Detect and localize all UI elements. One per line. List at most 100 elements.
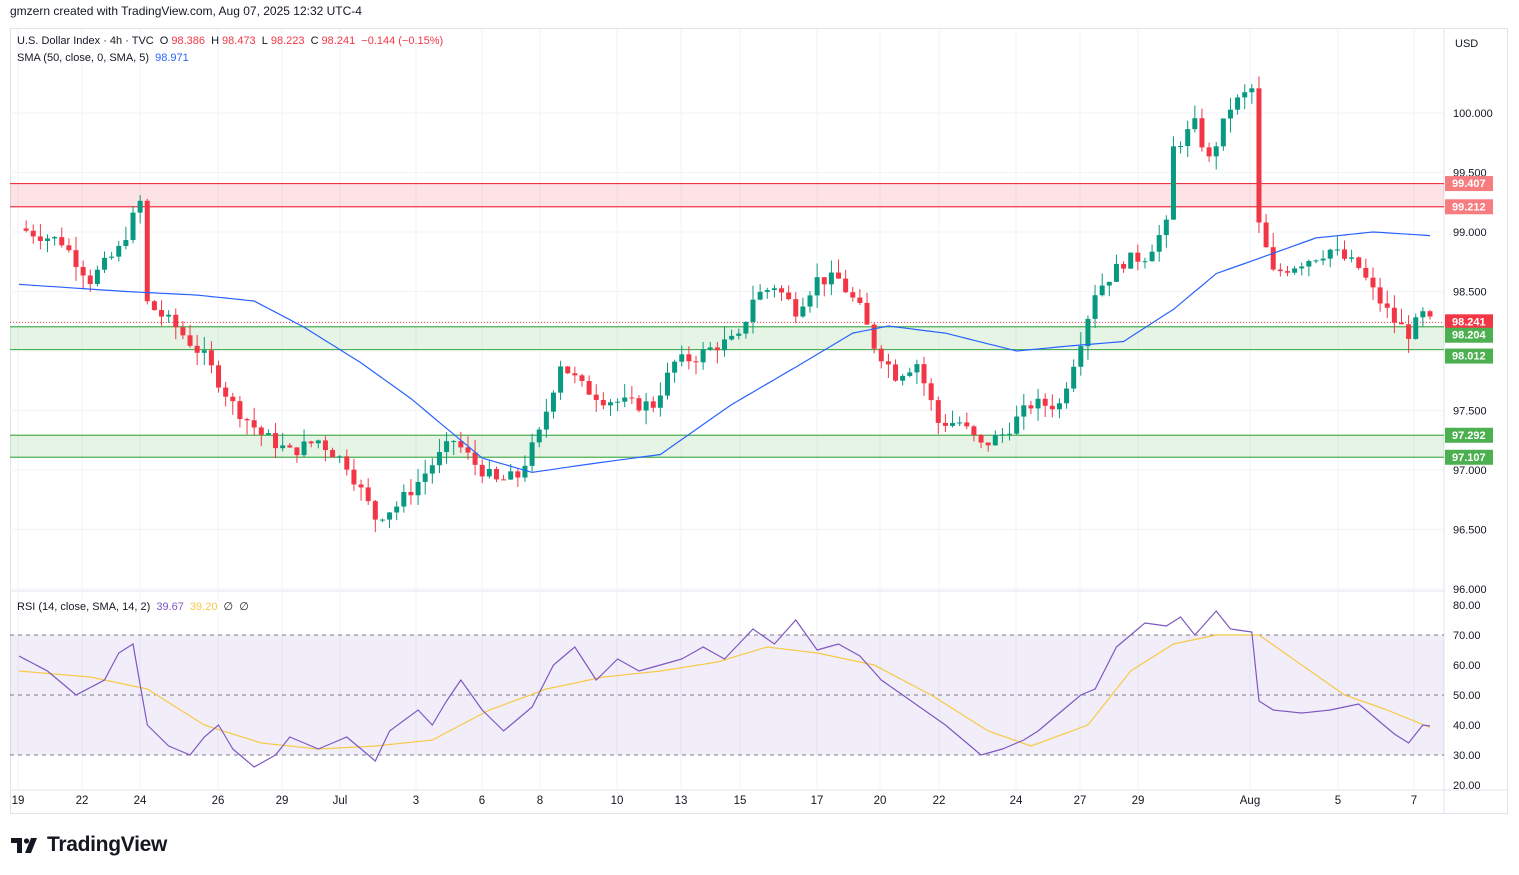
candle-body — [23, 228, 29, 231]
price-label-box — [1445, 176, 1493, 192]
candle-body — [1341, 249, 1347, 259]
candle-body — [871, 324, 877, 349]
candle-body — [700, 349, 706, 363]
candle-body — [486, 468, 492, 477]
price-tick-label: 98.500 — [1453, 287, 1487, 299]
candle-body — [964, 422, 970, 427]
candle-body — [1106, 281, 1112, 286]
candle-body — [750, 299, 756, 322]
change-value: −0.144 (−0.15%) — [361, 35, 444, 47]
rsi-ma-line — [18, 634, 1431, 750]
candle-body — [764, 290, 770, 292]
candle-body — [358, 484, 364, 488]
candle-body — [864, 302, 870, 325]
candle-body — [664, 372, 670, 396]
candle-body — [1156, 235, 1162, 252]
candle-body — [650, 401, 656, 408]
time-tick-label: 15 — [734, 795, 747, 807]
candle-body — [394, 506, 400, 513]
rsi-extra-1: ∅ — [223, 601, 234, 613]
candle-body — [1377, 287, 1383, 304]
candle-body — [729, 335, 735, 340]
candle-body — [1320, 258, 1326, 261]
candle-body — [387, 512, 393, 520]
candle-body — [686, 354, 692, 362]
chart-frame[interactable] — [10, 28, 1508, 814]
candle-body — [458, 441, 464, 448]
currency-selector[interactable]: USD — [1455, 38, 1479, 50]
rsi-tick-label: 30.00 — [1453, 750, 1481, 762]
candle-body — [978, 435, 984, 443]
candle-body — [144, 200, 150, 302]
candle-body — [173, 314, 179, 328]
candle-body — [857, 297, 863, 303]
candle-body — [1071, 366, 1077, 389]
candle-body — [1092, 295, 1098, 319]
candle-body — [436, 452, 442, 466]
candle-body — [1398, 322, 1404, 325]
candle-body — [109, 256, 115, 258]
candle-body — [586, 380, 592, 395]
candle-body — [1370, 277, 1376, 288]
candle-body — [451, 441, 457, 443]
candle-body — [807, 295, 813, 307]
candle-body — [151, 301, 157, 311]
candle-body — [123, 239, 129, 246]
time-tick-label: 6 — [479, 795, 485, 807]
candle-body — [1064, 388, 1070, 404]
candle-body — [1327, 249, 1333, 259]
rsi-tick-label: 70.00 — [1453, 630, 1481, 642]
candle-body — [244, 419, 250, 421]
candle-body — [643, 401, 649, 411]
time-tick-label: 10 — [611, 795, 624, 807]
candle-body — [1206, 147, 1212, 157]
candle-body — [950, 422, 956, 426]
price-label-text: 98.241 — [1452, 316, 1486, 328]
candle-body — [522, 465, 528, 478]
candle-body — [1178, 146, 1184, 148]
candle-body — [942, 422, 948, 426]
rsi-tick-label: 80.00 — [1453, 600, 1481, 612]
candle-body — [230, 396, 236, 402]
candle-body — [693, 361, 699, 363]
candle-body — [59, 237, 65, 246]
time-tick-label: 20 — [874, 795, 887, 807]
candle-body — [401, 491, 407, 507]
candle-body — [351, 469, 357, 485]
candle-body — [1227, 109, 1233, 119]
candle-body — [508, 471, 514, 480]
candle-body — [1391, 307, 1397, 323]
candle-body — [472, 452, 478, 465]
candle-body — [657, 395, 663, 408]
price-label-text: 99.212 — [1452, 201, 1486, 213]
price-tick-label: 100.000 — [1453, 108, 1493, 120]
price-label-box — [1445, 199, 1493, 215]
symbol-info: U.S. Dollar Index · 4h · TVC — [17, 35, 154, 47]
candle-body — [1270, 247, 1276, 270]
candle-body — [1007, 433, 1013, 435]
candle-body — [379, 519, 385, 521]
candle-body — [515, 471, 521, 478]
candle-body — [757, 291, 763, 300]
time-tick-label: 7 — [1411, 795, 1417, 807]
rsi-extra-2: ∅ — [239, 601, 249, 613]
candle-body — [771, 288, 777, 291]
tradingview-brand[interactable]: TradingView — [11, 833, 167, 857]
candle-body — [187, 335, 193, 346]
candle-body — [1199, 118, 1205, 148]
candle-body — [1235, 97, 1241, 110]
candle-body — [1349, 257, 1355, 259]
candle-body — [1427, 311, 1433, 317]
candle-body — [194, 345, 200, 353]
candle-body — [1142, 261, 1148, 263]
candle-body — [743, 321, 749, 334]
close-value: 98.241 — [321, 35, 356, 47]
candle-body — [1042, 398, 1048, 406]
tradingview-logo-icon — [11, 838, 37, 853]
candle-body — [928, 383, 934, 401]
candle-body — [465, 447, 471, 453]
candle-body — [308, 441, 314, 444]
time-tick-label: 29 — [276, 795, 289, 807]
rsi-value: 39.67 — [156, 601, 184, 613]
